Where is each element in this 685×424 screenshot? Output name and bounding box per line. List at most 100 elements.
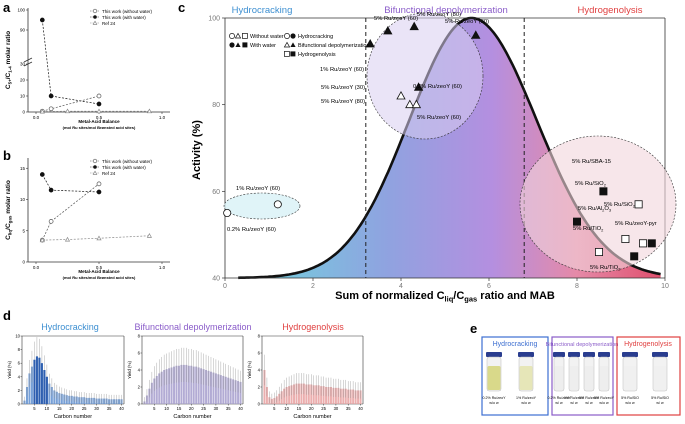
series-line bbox=[42, 235, 150, 241]
ytick-label: 8 bbox=[18, 347, 21, 352]
data-point bbox=[64, 108, 71, 114]
bifunctional-cluster-ellipse bbox=[366, 12, 484, 140]
legend-marker-open-circle bbox=[92, 8, 98, 14]
legend-open-triangle-icon-2 bbox=[283, 41, 291, 48]
xtick-label: 5 bbox=[33, 406, 36, 411]
bar bbox=[185, 364, 188, 404]
panel-c-ylabel: Activity (%) bbox=[191, 120, 203, 180]
xtick-label: 0.0 bbox=[33, 115, 40, 120]
panel-b-axes bbox=[27, 158, 170, 263]
vial-label-line1: 0.2% Ru/zeoY bbox=[483, 396, 507, 400]
xtick-label: 6 bbox=[487, 283, 491, 290]
xtick-label: 0.5 bbox=[96, 115, 103, 120]
bar bbox=[205, 370, 208, 404]
point-17 bbox=[595, 247, 604, 256]
point-18 bbox=[630, 252, 639, 261]
c-label-13: 5% Ru/SiO2 bbox=[604, 202, 636, 209]
data-point bbox=[96, 235, 102, 241]
panel-c-points bbox=[223, 21, 656, 261]
d-chart-1: 0 2 4 6 8 10 5 10 15 20 25 30 35 40 Carbon number Yield… bbox=[7, 334, 125, 421]
ytick-label: 4 bbox=[138, 368, 141, 373]
bar bbox=[197, 367, 200, 404]
series-line bbox=[42, 95, 100, 112]
legend-marker-open-triangle bbox=[92, 170, 98, 175]
d-ylabel-3: Yield (%) bbox=[247, 360, 252, 379]
panel-label-d: d bbox=[3, 308, 11, 323]
legend-open-square-icon-2 bbox=[284, 51, 290, 57]
xtick-label: 30 bbox=[214, 406, 219, 411]
c-label-5: 5% Ru/zeoY (30) bbox=[445, 19, 489, 25]
panel-label-a: a bbox=[3, 0, 11, 15]
bar bbox=[153, 378, 156, 404]
point-11 bbox=[599, 187, 608, 196]
vial-liquid bbox=[653, 366, 667, 390]
ytick-label: 5 bbox=[22, 228, 25, 233]
legend-marker-filled-circle bbox=[93, 165, 97, 169]
bar bbox=[212, 372, 215, 404]
d-ylabel-1: Yield (%) bbox=[7, 360, 12, 379]
vial-label-line1: 1% Ru/zeoY bbox=[516, 396, 537, 400]
d-ylabel-2: Yield (%) bbox=[127, 360, 132, 379]
highlight-bar bbox=[40, 363, 43, 404]
c-label-2: 1% Ru/zeoY (60) bbox=[236, 186, 280, 192]
xtick-label: 1.0 bbox=[159, 115, 166, 120]
legend-filled-triangle-icon bbox=[235, 42, 241, 47]
bar bbox=[173, 366, 176, 404]
ytick-label: 30 bbox=[20, 62, 26, 67]
point-15 bbox=[647, 239, 656, 248]
point-4 bbox=[383, 25, 393, 35]
ytick-label: 2 bbox=[18, 388, 21, 393]
bar bbox=[207, 370, 210, 404]
legend-open-triangle-icon bbox=[234, 32, 242, 39]
xtick-label: 20 bbox=[309, 406, 314, 411]
data-point bbox=[39, 17, 45, 23]
point-5 bbox=[409, 21, 419, 31]
vial-label-line2: w/ w bbox=[555, 401, 563, 405]
bar bbox=[214, 373, 217, 404]
xtick-label: 5 bbox=[153, 406, 156, 411]
point-14 bbox=[621, 234, 630, 243]
bar bbox=[177, 365, 180, 404]
bar bbox=[217, 374, 220, 404]
vial-label-line1: 5% Ru/zeoY bbox=[579, 396, 600, 400]
vial-cap bbox=[518, 352, 534, 357]
ytick-label: 4 bbox=[18, 374, 21, 379]
ytick-label: 0 bbox=[18, 402, 21, 407]
panel-c-xticks: 0 2 4 6 8 10 bbox=[223, 278, 669, 290]
panel-b-legend-3: Ref 24 bbox=[102, 171, 116, 176]
highlight-bar bbox=[38, 357, 41, 404]
series-line bbox=[41, 19, 100, 105]
bar bbox=[175, 365, 178, 404]
xtick-label: 10 bbox=[284, 406, 289, 411]
xtick-label: 35 bbox=[226, 406, 231, 411]
data-point bbox=[39, 108, 45, 114]
ytick-label: 8 bbox=[258, 334, 261, 339]
bar bbox=[163, 370, 166, 404]
xtick-label: 15 bbox=[177, 406, 182, 411]
highlight-bar bbox=[43, 370, 46, 404]
xtick-label: 4 bbox=[399, 283, 403, 290]
ytick-label: 10 bbox=[15, 334, 20, 339]
vial-cap bbox=[598, 352, 610, 357]
point-7 bbox=[413, 82, 424, 91]
bar bbox=[168, 368, 171, 404]
c-label-9: 5% Ru/zeoY (80) bbox=[321, 99, 365, 105]
vial-cap bbox=[622, 352, 638, 357]
ytick-label: 15 bbox=[20, 166, 26, 171]
panel-c-xlabel: Sum of normalized Cliq/Cgas ratio and MA… bbox=[335, 290, 555, 304]
panel-b-legend-2: This work (with water) bbox=[102, 165, 146, 170]
bar bbox=[192, 366, 195, 404]
legend-marker-open-triangle bbox=[92, 20, 98, 25]
e-box-hydrogenolysis bbox=[616, 336, 681, 416]
data-point bbox=[96, 101, 102, 107]
c-label-7: 5% Ru/zeoY (30) bbox=[321, 85, 365, 91]
d-xlabel-3: Carbon number bbox=[293, 414, 331, 420]
vial-cap bbox=[583, 352, 595, 357]
legend-filled-circle-icon-2 bbox=[290, 33, 296, 39]
legend-marker-open-circle bbox=[92, 158, 98, 164]
xtick-label: 25 bbox=[201, 406, 206, 411]
xtick-label: 20 bbox=[69, 406, 74, 411]
